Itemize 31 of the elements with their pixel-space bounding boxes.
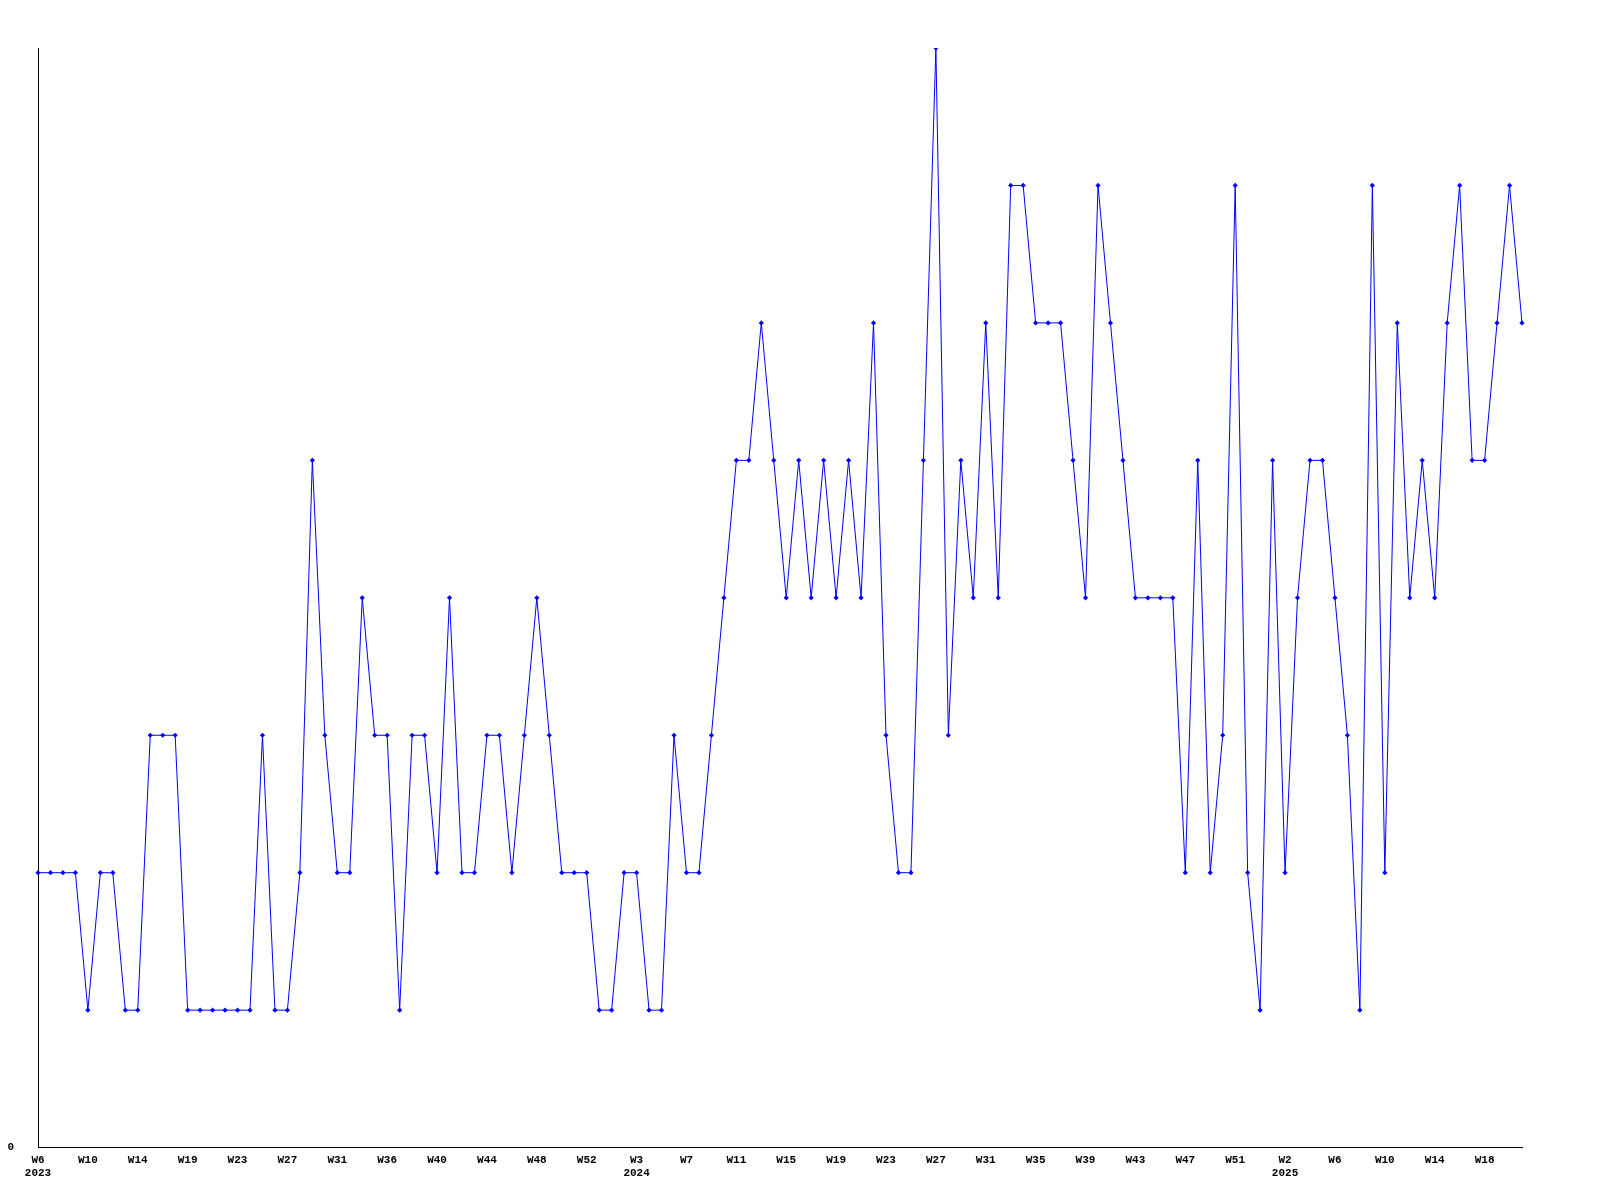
x-tick-label: W15 [776, 1153, 797, 1166]
x-tick-label: W14 [127, 1153, 149, 1166]
x-tick-label: W44 [477, 1153, 498, 1166]
x-tick-label: W23 [876, 1153, 897, 1166]
x-tick-label: W6 [1328, 1153, 1342, 1166]
x-tick-label: W36 [377, 1153, 398, 1166]
x-tick-label: W27 [277, 1153, 298, 1166]
x-tick-label: W40 [427, 1153, 447, 1166]
x-tick-label: W23 [227, 1153, 248, 1166]
x-tick-label: W18 [1474, 1153, 1495, 1166]
x-tick-label: W6 2023 [24, 1153, 52, 1180]
x-tick-label: W14 [1424, 1153, 1445, 1166]
x-tick-label: W27 [925, 1153, 946, 1166]
x-tick-label: W52 [576, 1153, 597, 1166]
x-tick-label: W7 [679, 1153, 694, 1166]
x-tick-label: W3 2024 [623, 1153, 651, 1180]
x-tick-label: W48 [526, 1153, 548, 1166]
x-tick-label: W43 [1125, 1153, 1146, 1166]
x-tick-label: W19 [177, 1153, 198, 1166]
x-tick-label: W35 [1025, 1153, 1046, 1166]
x-tick-label: W10 [1374, 1153, 1395, 1166]
x-tick-label: W2 2025 [1271, 1153, 1299, 1180]
text: 0 [7, 1141, 14, 1154]
x-tick-label: W39 [1075, 1153, 1096, 1166]
x-tick-label: W11 [726, 1153, 747, 1166]
x-tick-label: W31 [327, 1153, 348, 1166]
x-tick-label: W47 [1175, 1153, 1196, 1166]
x-tick-label: W10 [77, 1153, 98, 1166]
x-tick-label: W19 [826, 1153, 847, 1166]
x-tick-label: W51 [1225, 1153, 1246, 1166]
x-tick-label: W31 [975, 1153, 997, 1166]
